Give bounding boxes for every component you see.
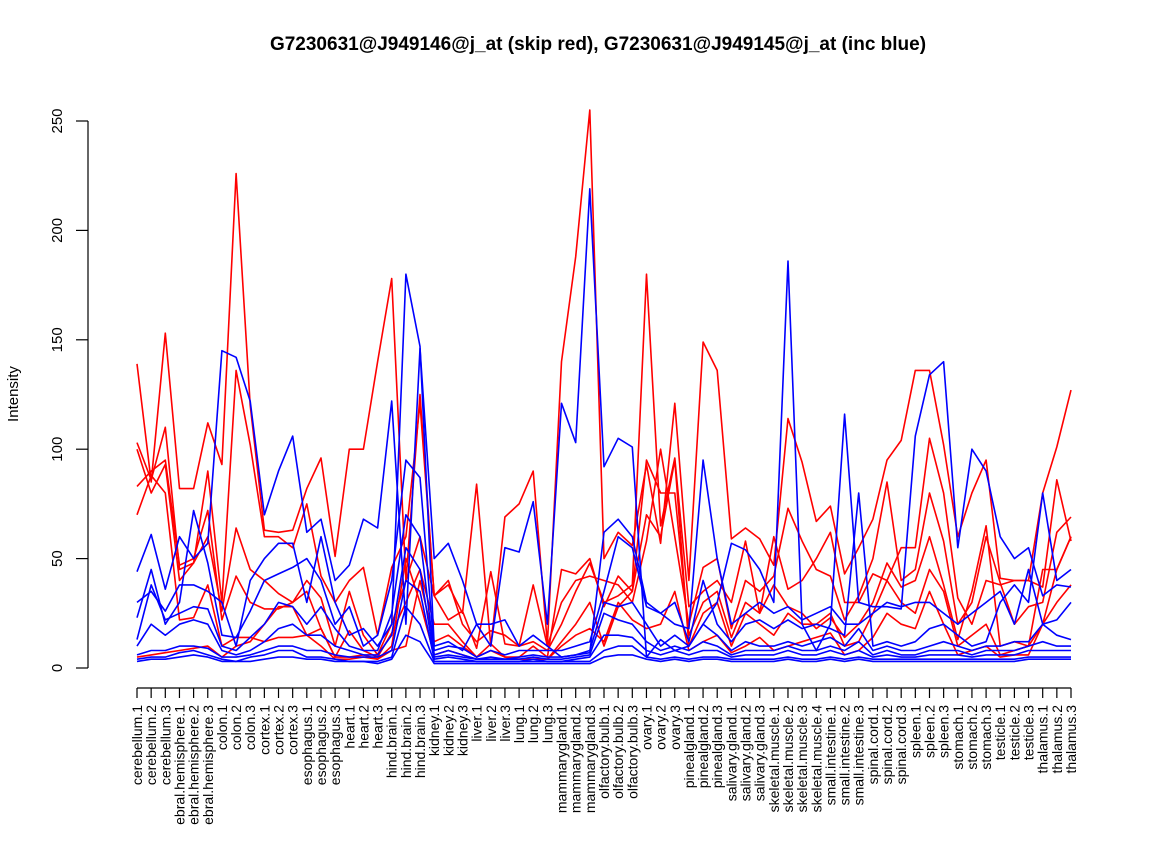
x-tick-label: mammarygland.3 (582, 705, 598, 813)
x-tick-label: lung.2 (525, 705, 541, 743)
x-tick-label: ovary.3 (667, 705, 683, 750)
x-tick-label: esophagus.2 (313, 705, 329, 785)
x-tick-label: olfactory.bulb.1 (596, 705, 612, 799)
x-tick-label: olfactory.bulb.2 (610, 705, 626, 799)
x-tick-label: salivary.gland.1 (723, 705, 739, 801)
series-line (136, 459, 1072, 658)
y-tick-label: 150 (49, 327, 66, 352)
x-tick-label: spleen.3 (936, 705, 952, 758)
x-tick-label: lung.1 (511, 705, 527, 743)
x-tick-label: salivary.gland.3 (752, 705, 768, 801)
x-tick-label: skeletal.muscle.1 (766, 705, 782, 813)
y-tick-label: 100 (49, 437, 66, 462)
x-tick-label: cerebellum.1 (129, 705, 145, 785)
series-line (136, 546, 1071, 661)
series-line (136, 109, 1072, 647)
x-tick-label: lung.3 (539, 705, 555, 743)
x-tick-label: spleen.1 (907, 705, 923, 758)
x-tick-label: cerebellum.3 (157, 705, 173, 785)
x-tick-label: liver.3 (497, 705, 513, 742)
x-tick-label: skeletal.muscle.3 (794, 705, 810, 813)
series-line (136, 273, 1072, 658)
x-tick-label: spinal.cord.3 (893, 705, 909, 785)
y-axis-label: Intensity (5, 366, 22, 422)
x-ticks: cerebellum.1cerebellum.2cerebellum.3ebra… (129, 688, 1079, 825)
x-tick-label: testicle.1 (992, 705, 1008, 760)
x-tick-label: skeletal.muscle.4 (808, 705, 824, 813)
x-tick-label: ebral.hemisphere.3 (200, 705, 216, 825)
series-line (136, 579, 1071, 663)
x-tick-label: esophagus.1 (299, 705, 315, 785)
series-line (136, 605, 1071, 663)
x-tick-label: stomach.1 (950, 705, 966, 770)
x-tick-label: cortex.3 (285, 705, 301, 755)
y-tick-label: 0 (49, 664, 66, 672)
x-tick-label: heart.1 (341, 705, 357, 749)
y-tick-label: 250 (49, 108, 66, 133)
x-tick-label: thalamus.2 (1049, 705, 1065, 774)
x-tick-label: heart.2 (355, 705, 371, 749)
x-tick-label: heart.3 (370, 705, 386, 749)
y-ticks: 0 50 100 150 200 250 (49, 108, 88, 672)
x-tick-label: pinealgland.2 (695, 705, 711, 789)
series-group (136, 109, 1072, 665)
y-tick-label: 50 (49, 550, 66, 567)
x-tick-label: pinealgland.1 (681, 705, 697, 789)
x-tick-label: ebral.hemisphere.2 (186, 705, 202, 825)
series-line (136, 459, 1072, 661)
x-tick-label: testicle.3 (1021, 705, 1037, 760)
series-line (136, 459, 1072, 658)
x-tick-label: small.intestine.3 (851, 705, 867, 806)
x-tick-label: mammarygland.1 (554, 705, 570, 813)
x-tick-label: testicle.2 (1006, 705, 1022, 760)
x-tick-label: hind.brain.2 (398, 705, 414, 778)
chart-title: G7230631@J949146@j_at (skip red), G72306… (270, 34, 926, 55)
x-tick-label: cortex.2 (271, 705, 287, 755)
x-tick-label: thalamus.1 (1035, 705, 1051, 774)
x-tick-label: colon.1 (214, 705, 230, 750)
x-tick-label: spleen.2 (921, 705, 937, 758)
x-tick-label: small.intestine.1 (822, 705, 838, 806)
x-tick-label: salivary.gland.2 (738, 705, 754, 801)
x-tick-label: stomach.3 (978, 705, 994, 770)
x-tick-label: olfactory.bulb.3 (624, 705, 640, 799)
x-tick-label: kidney.3 (454, 705, 470, 756)
x-tick-label: kidney.2 (440, 705, 456, 756)
x-tick-label: liver.1 (469, 705, 485, 742)
x-tick-label: colon.3 (242, 705, 258, 750)
x-tick-label: cortex.1 (256, 705, 272, 755)
x-tick-label: skeletal.muscle.2 (780, 705, 796, 813)
x-tick-label: hind.brain.1 (384, 705, 400, 778)
series-line (136, 634, 1071, 665)
x-tick-label: thalamus.3 (1063, 705, 1079, 774)
x-tick-label: ovary.2 (653, 705, 669, 750)
x-tick-label: cerebellum.2 (143, 705, 159, 785)
x-tick-label: spinal.cord.2 (879, 705, 895, 785)
x-tick-label: small.intestine.2 (837, 705, 853, 806)
x-tick-label: spinal.cord.1 (865, 705, 881, 785)
x-tick-label: hind.brain.3 (412, 705, 428, 778)
x-tick-label: colon.2 (228, 705, 244, 750)
series-line (136, 513, 1072, 661)
x-tick-label: ebral.hemisphere.1 (171, 705, 187, 825)
x-tick-label: mammarygland.2 (568, 705, 584, 813)
x-tick-label: ovary.1 (638, 705, 654, 750)
x-tick-label: kidney.1 (426, 705, 442, 756)
x-tick-label: esophagus.3 (327, 705, 343, 785)
x-tick-label: stomach.2 (964, 705, 980, 770)
y-tick-label: 200 (49, 218, 66, 243)
series-line (136, 188, 1072, 658)
x-tick-label: pinealgland.3 (709, 705, 725, 789)
x-tick-label: liver.2 (483, 705, 499, 742)
